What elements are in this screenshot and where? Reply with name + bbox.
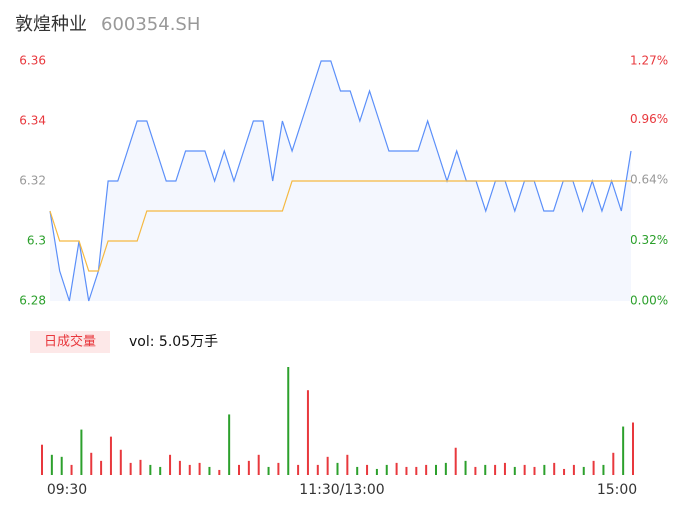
volume-bar	[198, 462, 201, 475]
volume-bar	[513, 466, 516, 475]
y-tick-label: 6.34	[19, 114, 46, 128]
volume-bar	[257, 454, 260, 475]
y2-tick-label: 0.64%	[630, 173, 668, 187]
volume-bar	[405, 466, 408, 475]
y-tick-label: 6.36	[19, 54, 46, 68]
volume-bar	[385, 464, 388, 475]
volume-bar	[553, 462, 556, 475]
y-tick-label: 6.28	[19, 294, 46, 308]
volume-bar	[90, 452, 93, 475]
volume-bar	[474, 466, 477, 475]
volume-bar	[159, 466, 162, 475]
volume-bar	[602, 464, 605, 475]
x-tick-label: 15:00	[597, 482, 637, 498]
volume-bar	[543, 464, 546, 475]
volume-bar	[346, 454, 349, 475]
volume-badge	[30, 331, 110, 353]
volume-bar	[366, 464, 369, 475]
volume-bar	[50, 454, 53, 475]
y-tick-label: 6.32	[19, 174, 46, 188]
volume-bar	[375, 468, 378, 475]
volume-bar	[119, 449, 122, 475]
volume-bar	[306, 390, 309, 475]
volume-bar	[395, 462, 398, 475]
volume-bar	[277, 462, 280, 475]
y-tick-label: 6.3	[27, 234, 46, 248]
volume-bar	[80, 429, 83, 475]
volume-bar	[109, 436, 112, 475]
y2-tick-label: 0.00%	[630, 294, 668, 308]
volume-bar	[464, 460, 467, 475]
volume-bar	[415, 466, 418, 475]
volume-bar	[444, 462, 447, 475]
volume-bar	[523, 464, 526, 475]
volume-bar	[41, 444, 43, 475]
volume-bar	[129, 462, 132, 475]
volume-bar	[592, 460, 595, 475]
volume-bar	[356, 466, 359, 475]
volume-bar	[149, 464, 152, 475]
volume-bar	[454, 447, 457, 475]
volume-bar	[100, 460, 103, 475]
volume-bar	[70, 464, 73, 475]
volume-bar	[267, 466, 270, 475]
volume-total: vol: 5.05万手	[129, 334, 218, 350]
volume-bar	[139, 459, 142, 475]
volume-bar	[238, 464, 240, 475]
volume-bar	[533, 466, 536, 475]
volume-bar	[178, 460, 181, 475]
stock-code: 600354.SH	[101, 14, 200, 35]
volume-bar	[188, 464, 191, 475]
volume-bar	[484, 464, 487, 475]
volume-bar	[435, 464, 437, 475]
volume-bar	[297, 464, 300, 475]
stock-name: 敦煌种业	[15, 14, 87, 35]
volume-bar	[612, 452, 615, 475]
volume-bar	[208, 466, 211, 475]
volume-bar	[632, 422, 634, 475]
volume-bar	[60, 456, 63, 475]
y2-tick-label: 0.96%	[630, 112, 668, 126]
volume-bar	[572, 464, 575, 475]
volume-label: 日成交量	[44, 334, 96, 350]
x-tick-label: 11:30/13:00	[299, 482, 384, 498]
average-line	[49, 180, 631, 272]
y2-tick-label: 0.32%	[630, 233, 668, 247]
volume-bar	[503, 462, 506, 475]
volume-bar	[563, 468, 566, 475]
y2-tick-label: 1.27%	[630, 54, 668, 68]
volume-bar	[316, 464, 319, 475]
volume-bar	[425, 464, 428, 475]
volume-bar	[287, 367, 290, 475]
volume-bar	[326, 456, 329, 475]
volume-bar	[228, 414, 231, 475]
volume-bar	[247, 460, 250, 475]
volume-bar	[218, 469, 221, 475]
x-tick-label: 09:30	[47, 482, 87, 498]
volume-bar	[494, 464, 497, 475]
volume-bar	[582, 466, 585, 475]
volume-bar	[622, 426, 625, 475]
volume-bar	[169, 454, 172, 475]
volume-bar	[336, 462, 339, 475]
